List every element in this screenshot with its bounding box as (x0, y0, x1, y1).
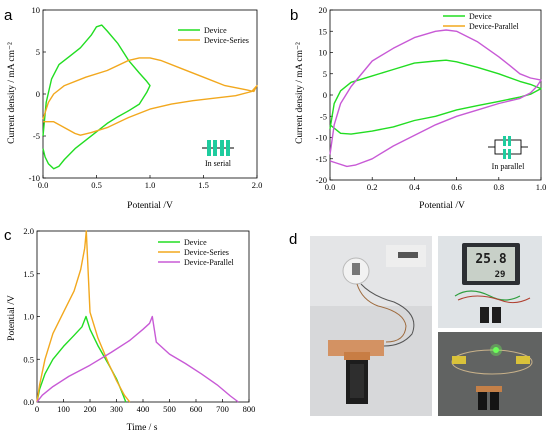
y-tick-label: -15 (316, 154, 327, 164)
x-tick-label: 0.4 (409, 182, 420, 192)
panel-b-ticks: 0.0 0.2 0.4 0.6 0.8 1.0 20 15 10 5 0 -5 -10 -15 -20 (316, 5, 547, 192)
panel-c-curves (36, 230, 239, 403)
series-line-device-parallel (329, 29, 542, 168)
y-tick-label: 20 (319, 5, 328, 15)
y-tick-label: 1.0 (23, 312, 34, 322)
panel-a-curves (42, 24, 258, 170)
legend-parallel-label: Device-Parallel (469, 22, 520, 31)
x-tick-label: 1.5 (198, 180, 209, 190)
series-line-device (329, 59, 542, 135)
series-line-device-series (36, 230, 131, 403)
x-tick-label: 200 (84, 404, 97, 414)
panel-b-ylabel: Current density / mA cm⁻² (295, 42, 305, 144)
panel-c-ylabel: Potential /V (7, 295, 17, 341)
panel-b-note: In parallel (492, 162, 525, 171)
y-tick-label: -10 (316, 133, 327, 143)
y-tick-label: -5 (320, 111, 327, 121)
panel-a-letter: a (4, 7, 13, 24)
photo-demo-led (438, 332, 542, 416)
clock-display-top: 25.8 (475, 252, 506, 267)
x-tick-label: 300 (110, 404, 123, 414)
x-tick-label: 1.0 (536, 182, 547, 192)
panel-a-legend: Device Device-Series (178, 26, 249, 45)
y-tick-label: 5 (36, 47, 40, 57)
panel-c-ticks: 0 100 200 300 400 500 600 700 800 2.0 1.5 1.0 0.5 0.0 (23, 226, 255, 414)
panel-a-ticks: 0.0 0.5 1.0 1.5 2.0 10 5 0 -5 -10 (29, 5, 263, 190)
legend-device-label-c: Device (184, 238, 207, 247)
y-tick-label: -20 (316, 175, 327, 185)
parallel-connection-icon (488, 136, 528, 159)
legend-device-label: Device (204, 26, 227, 35)
x-tick-label: 1.0 (145, 180, 156, 190)
panel-a-ylabel: Current density / mA cm⁻² (7, 42, 17, 144)
x-tick-label: 500 (163, 404, 176, 414)
y-tick-label: -10 (29, 173, 40, 183)
panel-a-xlabel: Potential /V (127, 201, 173, 211)
photo-demo-thermometer: 25.8 29 (438, 236, 542, 328)
x-tick-label: 0.5 (91, 180, 102, 190)
legend-device-label-b: Device (469, 12, 492, 21)
legend-series-label: Device-Series (204, 36, 249, 45)
y-tick-label: 10 (32, 5, 41, 15)
panel-c-legend: Device Device-Series Device-Parallel (158, 238, 235, 267)
x-tick-label: 2.0 (252, 180, 263, 190)
y-tick-label: 0 (36, 89, 40, 99)
photo-demo-fan (310, 236, 432, 416)
y-tick-label: 0 (323, 90, 327, 100)
y-tick-label: 10 (319, 48, 328, 58)
legend-series-label-c: Device-Series (184, 248, 229, 257)
x-tick-label: 0 (35, 404, 39, 414)
x-tick-label: 0.8 (493, 182, 504, 192)
y-tick-label: 5 (323, 69, 327, 79)
panel-c: c Potential /V Time / s 0 100 200 300 400 500… (4, 226, 255, 433)
x-tick-label: 100 (57, 404, 70, 414)
y-tick-label: 0.0 (23, 397, 34, 407)
x-tick-label: 600 (190, 404, 203, 414)
series-line-device-parallel (36, 315, 239, 403)
x-tick-label: 700 (216, 404, 229, 414)
x-tick-label: 0.0 (38, 180, 49, 190)
x-tick-label: 400 (137, 404, 150, 414)
series-line-device-series (42, 57, 258, 136)
panel-c-xlabel: Time / s (127, 423, 158, 433)
panel-b-legend: Device Device-Parallel (443, 12, 520, 31)
x-tick-label: 800 (243, 404, 256, 414)
panel-a: a Current density / mA cm⁻² Potential /V… (4, 5, 262, 211)
panel-d: d 25.8 29 (289, 231, 542, 416)
x-tick-label: 0.0 (325, 182, 336, 192)
panel-b: b Current density / mA cm⁻² Potential /V… (290, 5, 546, 211)
panel-d-letter: d (289, 231, 297, 248)
panel-c-letter: c (4, 227, 12, 244)
legend-parallel-label-c: Device-Parallel (184, 258, 235, 267)
x-tick-label: 0.6 (451, 182, 462, 192)
y-tick-label: 0.5 (23, 354, 34, 364)
panel-b-curves (329, 29, 542, 168)
y-tick-label: 2.0 (23, 226, 34, 236)
y-tick-label: -5 (33, 131, 40, 141)
panel-b-letter: b (290, 7, 298, 24)
y-tick-label: 15 (319, 26, 328, 36)
x-tick-label: 0.2 (367, 182, 378, 192)
series-line-device (42, 24, 151, 170)
panel-a-note: In serial (205, 159, 232, 168)
y-tick-label: 1.5 (23, 269, 34, 279)
panel-b-xlabel: Potential /V (419, 201, 465, 211)
clock-display-bottom: 29 (495, 270, 506, 280)
serial-connection-icon (202, 140, 234, 156)
